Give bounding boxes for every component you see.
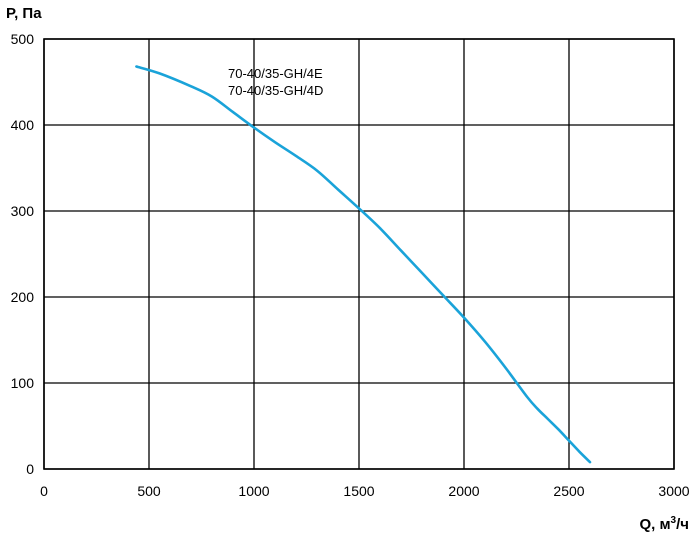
y-tick-label: 300 — [11, 203, 35, 219]
x-tick-label: 2500 — [553, 483, 584, 499]
y-tick-label: 200 — [11, 289, 35, 305]
grid — [43, 38, 675, 470]
y-tick-label: 0 — [26, 461, 34, 477]
y-tick-label: 500 — [11, 31, 35, 47]
x-tick-label: 1500 — [343, 483, 374, 499]
tick-labels: 0 500 1000 1500 2000 2500 3000 0 100 200 300 400 500 — [11, 31, 690, 499]
plot-frame — [43, 38, 675, 470]
y-tick-label: 400 — [11, 117, 35, 133]
x-axis-title-superscript: 3 — [671, 515, 677, 526]
y-tick-label: 100 — [11, 375, 35, 391]
x-tick-label: 2000 — [448, 483, 479, 499]
x-axis-title-suffix: /ч — [676, 516, 689, 533]
x-tick-label: 0 — [40, 483, 48, 499]
performance-curve — [135, 65, 592, 464]
model-label-4d: 70-40/35-GH/4D — [228, 83, 323, 98]
x-tick-label: 500 — [137, 483, 161, 499]
x-axis-title-prefix: Q, м — [639, 516, 670, 533]
x-tick-label: 3000 — [658, 483, 689, 499]
x-tick-label: 1000 — [238, 483, 269, 499]
model-label-4e: 70-40/35-GH/4E — [228, 66, 323, 81]
x-axis-title: Q, м3/ч — [639, 515, 689, 533]
series-layer — [135, 65, 592, 464]
y-axis-title: P, Па — [6, 5, 42, 22]
